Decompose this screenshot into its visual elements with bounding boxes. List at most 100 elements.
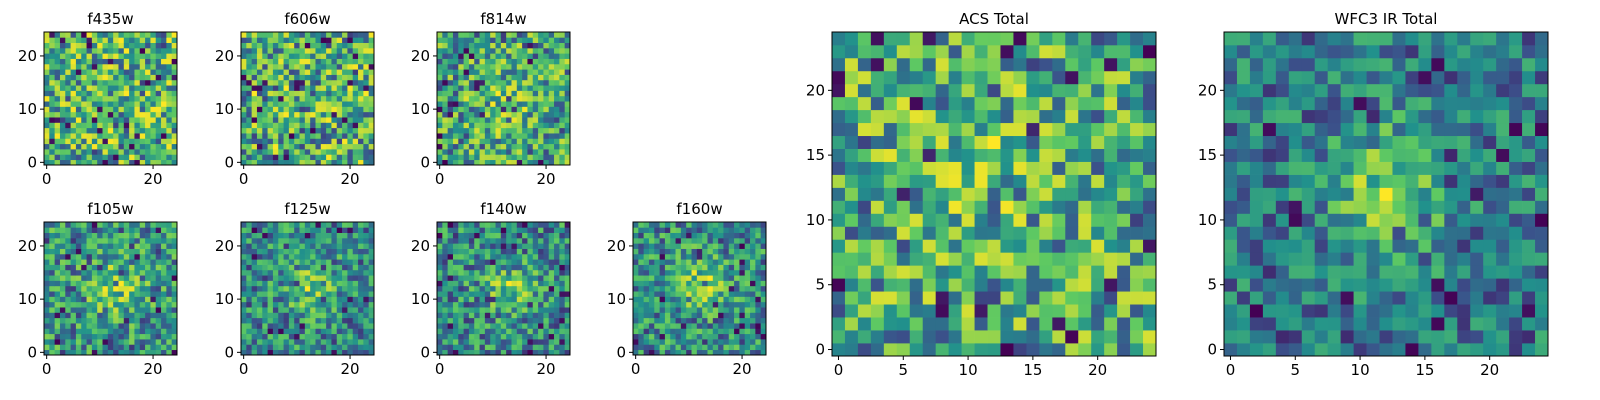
- heatmap-cell: [744, 222, 751, 228]
- heatmap-cell: [564, 58, 571, 65]
- heatmap-cell: [272, 323, 279, 329]
- heatmap-cell: [506, 122, 512, 129]
- heatmap-cell: [129, 42, 135, 49]
- heatmap-cell: [437, 317, 443, 324]
- heatmap-cell: [883, 122, 898, 137]
- heatmap-cell: [516, 264, 523, 271]
- heatmap-cell: [54, 37, 61, 43]
- heatmap-cell: [883, 343, 898, 357]
- heatmap-cell: [527, 264, 534, 271]
- heatmap-cell: [49, 154, 55, 161]
- heatmap-cell: [331, 106, 338, 113]
- heatmap-cell: [948, 291, 962, 305]
- heatmap-cell: [262, 285, 268, 292]
- heatmap-cell: [102, 53, 109, 59]
- heatmap-cell: [755, 285, 762, 292]
- heatmap-cell: [696, 333, 703, 340]
- heatmap-cell: [463, 42, 470, 49]
- heatmap-cell: [97, 349, 103, 356]
- heatmap-cell: [484, 32, 491, 38]
- heatmap-cell: [664, 222, 671, 228]
- heatmap-cell: [680, 349, 687, 356]
- heatmap-cell: [161, 117, 167, 123]
- heatmap-cell: [718, 333, 724, 340]
- heatmap-cell: [511, 58, 518, 65]
- heatmap-cell: [262, 63, 268, 70]
- heatmap-cell: [654, 339, 660, 345]
- heatmap-cell: [49, 349, 55, 356]
- heatmap-cell: [490, 106, 496, 113]
- heatmap-cell: [490, 317, 496, 324]
- heatmap-cell: [145, 227, 151, 233]
- heatmap-cell: [744, 291, 751, 297]
- heatmap-cell: [442, 53, 448, 59]
- heatmap-cell: [675, 285, 682, 292]
- heatmap-cell: [304, 248, 311, 255]
- heatmap-cell: [326, 117, 332, 123]
- heatmap-cell: [484, 227, 491, 233]
- heatmap-cell: [368, 69, 375, 75]
- heatmap-cell: [129, 243, 135, 249]
- heatmap-cell: [44, 133, 50, 139]
- heatmap-cell: [548, 138, 555, 145]
- heatmap-cell: [490, 259, 496, 265]
- heatmap-cell: [368, 323, 375, 329]
- heatmap-cell: [755, 243, 762, 249]
- heatmap-cell: [294, 269, 300, 276]
- heatmap-cell: [734, 237, 740, 244]
- heatmap-cell: [670, 264, 676, 271]
- heatmap-cell: [1052, 122, 1066, 137]
- heatmap-cell: [278, 32, 284, 38]
- heatmap-cell: [909, 96, 924, 111]
- heatmap-cell: [447, 237, 454, 244]
- heatmap-cell: [500, 323, 507, 329]
- heatmap-cell: [1130, 148, 1144, 162]
- heatmap-cell: [171, 307, 178, 313]
- heatmap-cell: [278, 253, 284, 260]
- heatmap-cell: [75, 296, 82, 303]
- heatmap-cell: [452, 138, 459, 145]
- heatmap-cell: [468, 58, 475, 65]
- heatmap-cell: [320, 269, 327, 276]
- heatmap-cell: [118, 227, 125, 233]
- heatmap-cell: [331, 90, 338, 97]
- heatmap-cell: [468, 222, 475, 228]
- heatmap-cell: [347, 32, 354, 38]
- heatmap-cell: [150, 269, 157, 276]
- heatmap-cell: [139, 58, 146, 65]
- heatmap-cell: [310, 133, 316, 139]
- heatmap-cell: [559, 42, 566, 49]
- heatmap-cell: [500, 227, 507, 233]
- heatmap-cell: [59, 117, 66, 123]
- heatmap-cell: [1013, 291, 1027, 305]
- heatmap-cell: [161, 237, 167, 244]
- heatmap-cell: [447, 37, 454, 43]
- heatmap-cell: [283, 74, 290, 81]
- heatmap-cell: [363, 222, 370, 228]
- heatmap-cell: [288, 111, 295, 118]
- heatmap-cell: [670, 227, 676, 233]
- heatmap-cell: [283, 85, 290, 91]
- heatmap-cell: [86, 74, 93, 81]
- heatmap-cell: [961, 252, 975, 266]
- heatmap-cell: [331, 237, 338, 244]
- heatmap-cell: [659, 349, 666, 356]
- heatmap-cell: [474, 264, 480, 271]
- heatmap-cell: [559, 259, 566, 265]
- heatmap-cell: [437, 237, 443, 244]
- heatmap-cell: [961, 291, 975, 305]
- heatmap-cell: [1039, 187, 1053, 201]
- heatmap-cell: [352, 42, 359, 49]
- heatmap-cell: [479, 312, 486, 319]
- heatmap-cell: [654, 275, 660, 281]
- heatmap-cell: [559, 243, 566, 249]
- heatmap-cell: [166, 79, 173, 86]
- heatmap-cell: [59, 143, 66, 150]
- heatmap-cell: [166, 143, 173, 150]
- heatmap-cell: [896, 135, 911, 149]
- heatmap-cell: [935, 239, 949, 253]
- heatmap-cell: [363, 237, 370, 244]
- heatmap-cell: [458, 317, 464, 324]
- heatmap-cell: [516, 106, 523, 113]
- heatmap-cell: [922, 239, 937, 253]
